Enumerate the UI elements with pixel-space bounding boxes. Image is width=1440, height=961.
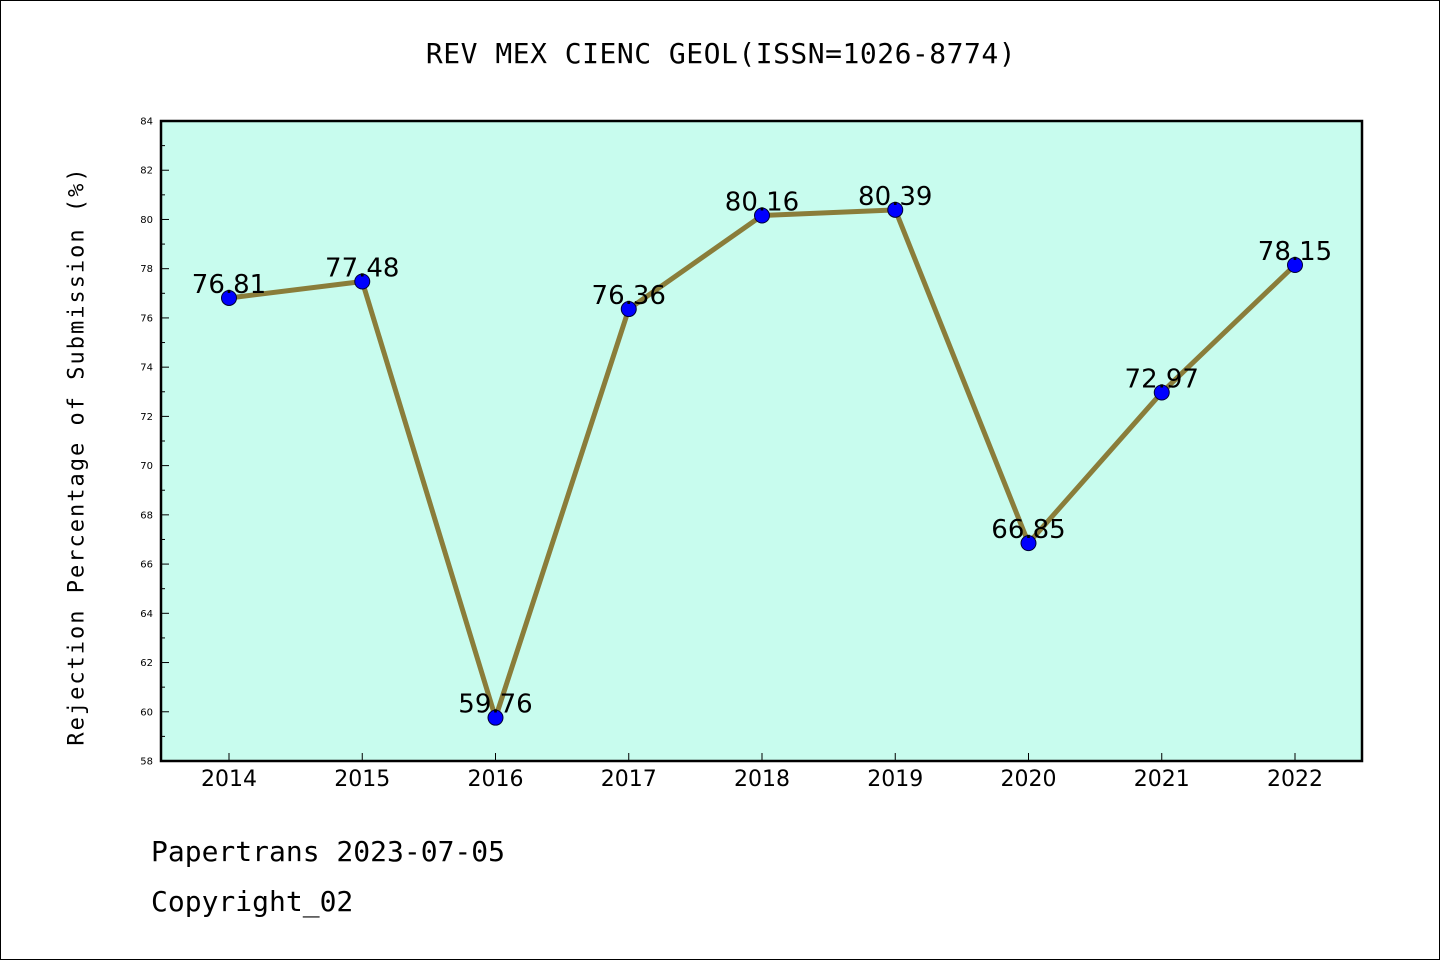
data-markers: [221, 201, 1303, 726]
y-tick-label: 80: [140, 215, 153, 226]
footer-copyright: Copyright_02: [151, 885, 354, 918]
data-point: [487, 709, 504, 726]
data-label: 80.16: [725, 188, 799, 218]
x-tick-label: 2015: [334, 767, 390, 792]
data-labels: 76.81 77.48 59.76 76.36 80.16 80.39 66.85 72.97…: [192, 182, 1332, 720]
x-axis: 2014 2015 2016 2017 2018 2019 2020 2021 2022: [201, 753, 1323, 792]
y-tick-label: 74: [140, 363, 153, 374]
data-label: 72.97: [1125, 365, 1199, 395]
y-tick-label: 76: [140, 313, 153, 324]
data-point: [221, 289, 237, 306]
x-tick-label: 2016: [468, 767, 524, 792]
data-point: [1287, 257, 1303, 273]
y-tick-label: 60: [140, 707, 153, 718]
x-tick-label: 2017: [601, 767, 657, 792]
y-axis: 58 60 62 64 66 68 70 72 74 76 78 80 82 84: [140, 117, 169, 768]
x-tick-label: 2014: [201, 767, 257, 792]
data-label: 76.81: [192, 270, 266, 300]
x-tick-label: 2022: [1267, 767, 1323, 792]
y-tick-label: 58: [140, 757, 153, 768]
footer-date: Papertrans 2023-07-05: [151, 835, 506, 868]
y-tick-label: 78: [140, 264, 153, 275]
data-point: [620, 301, 637, 318]
data-label: 77.48: [325, 253, 399, 283]
y-tick-label: 72: [140, 412, 153, 423]
y-tick-label: 62: [140, 658, 153, 669]
x-tick-label: 2019: [867, 767, 923, 792]
chart-title: REV MEX CIENC GEOL(ISSN=1026-8774): [425, 37, 1017, 70]
data-label: 80.39: [858, 182, 932, 212]
data-point: [1020, 535, 1037, 552]
y-tick-label: 84: [140, 117, 153, 128]
x-tick-label: 2021: [1134, 767, 1190, 792]
data-point: [354, 273, 371, 290]
x-tick-label: 2018: [734, 767, 790, 792]
data-label: 66.85: [991, 515, 1065, 545]
y-tick-label: 64: [140, 609, 153, 620]
y-tick-label: 70: [140, 461, 153, 472]
data-point: [887, 201, 904, 218]
plot-area: [161, 121, 1362, 761]
data-label: 59.76: [458, 690, 532, 720]
data-point: [754, 207, 770, 224]
data-label: 78.15: [1258, 237, 1332, 267]
y-tick-label: 66: [140, 560, 153, 571]
y-tick-label: 68: [140, 510, 153, 521]
y-tick-label: 82: [140, 166, 153, 177]
x-tick-label: 2020: [1001, 767, 1057, 792]
data-point: [1153, 384, 1170, 401]
data-label: 76.36: [592, 281, 666, 311]
plot-frame: [159, 119, 1364, 763]
